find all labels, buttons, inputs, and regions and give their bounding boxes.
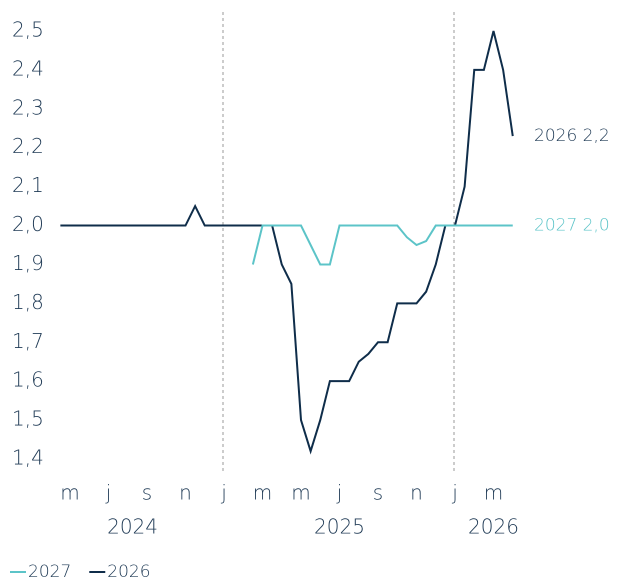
y-tick-label: 2,1 (12, 173, 44, 197)
y-tick-label: 1,5 (12, 407, 44, 431)
x-tick-label: j (336, 481, 343, 505)
y-tick-label: 1,7 (12, 329, 44, 353)
y-tick-label: 2,2 (12, 134, 44, 158)
y-tick-label: 1,4 (12, 446, 44, 470)
x-tick-label: j (105, 481, 112, 505)
x-tick-label: s (373, 481, 383, 505)
line-series (60, 30, 514, 455)
x-tick-label: m (484, 481, 503, 505)
legend-label: 2026 (107, 562, 150, 581)
y-tick-label: 2,5 (12, 18, 44, 42)
x-tick-label: s (142, 481, 152, 505)
line-series (251, 224, 513, 266)
y-tick-label: 1,9 (12, 251, 44, 275)
y-tick-label: 2,4 (12, 56, 44, 80)
x-tick-label: n (179, 481, 192, 505)
x-tick-label: m (291, 481, 310, 505)
y-tick-label: 2,3 (12, 95, 44, 119)
x-tick-label: j (220, 481, 227, 505)
x-group-label: 2026 (468, 515, 519, 539)
end-annotation: 2027 2,0 (534, 216, 610, 236)
x-tick-label: m (253, 481, 272, 505)
x-tick-label: j (451, 481, 458, 505)
y-tick-label: 2,0 (12, 212, 44, 236)
legend-label: 2027 (28, 562, 71, 581)
y-tick-label: 1,6 (12, 368, 44, 392)
x-tick-label: m (60, 481, 79, 505)
x-group-label: 2024 (107, 515, 158, 539)
y-tick-label: 1,8 (12, 290, 44, 314)
x-tick-label: n (410, 481, 423, 505)
x-group-label: 2025 (314, 515, 365, 539)
end-annotation: 2026 2,2 (534, 126, 610, 146)
